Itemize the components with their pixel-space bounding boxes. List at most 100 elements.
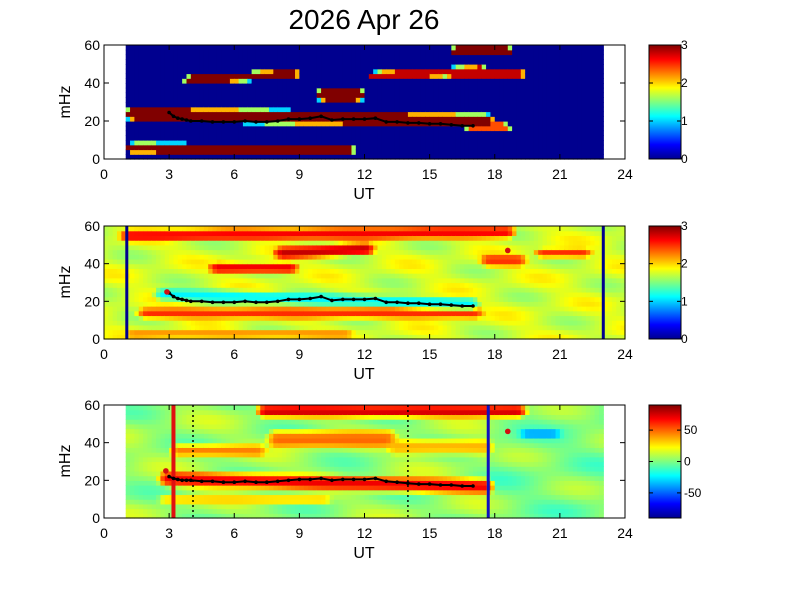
heatmap-cell: [581, 144, 587, 151]
heatmap-cell: [499, 87, 505, 94]
heatmap-cell: [420, 249, 426, 255]
heatmap-cell: [572, 83, 578, 89]
heatmap-cell: [403, 244, 409, 251]
heatmap-cell: [481, 296, 487, 302]
heatmap-cell: [503, 140, 509, 146]
heatmap-cell: [325, 329, 331, 335]
heatmap-cell: [321, 296, 327, 302]
heatmap-cell: [190, 320, 196, 326]
heatmap-cell: [186, 235, 192, 241]
heatmap-cell: [538, 135, 544, 141]
heatmap-cell: [486, 116, 492, 122]
heatmap-cell: [572, 45, 578, 51]
heatmap-cell: [325, 291, 331, 298]
heatmap-cell: [477, 301, 483, 307]
heatmap-cell: [156, 249, 162, 255]
heatmap-cell: [477, 121, 483, 127]
heatmap-cell: [242, 329, 248, 335]
heatmap-cell: [295, 282, 300, 288]
heatmap-cell: [177, 334, 183, 340]
heatmap-cell: [255, 282, 261, 288]
heatmap-cell: [420, 49, 426, 56]
heatmap-cell: [260, 291, 266, 298]
heatmap-cell: [108, 244, 114, 251]
heatmap-cell: [585, 121, 591, 127]
heatmap-cell: [177, 73, 183, 79]
heatmap-cell: [147, 121, 153, 127]
heatmap-cell: [512, 92, 518, 98]
heatmap-cell: [564, 121, 570, 127]
heatmap-cell: [438, 73, 444, 79]
heatmap-cell: [321, 301, 327, 307]
heatmap-cell: [403, 324, 409, 331]
heatmap-cell: [338, 149, 344, 155]
heatmap-cell: [225, 244, 231, 251]
heatmap-cell: [394, 263, 400, 269]
heatmap-cell: [251, 64, 257, 70]
heatmap-cell: [420, 78, 426, 84]
heatmap-cell: [104, 263, 109, 269]
heatmap-cell: [199, 240, 205, 246]
heatmap-cell: [433, 249, 439, 255]
heatmap-cell: [490, 273, 496, 279]
heatmap-cell: [347, 263, 353, 269]
heatmap-cell: [264, 102, 270, 108]
heatmap-cell: [134, 87, 140, 94]
heatmap-cell: [403, 273, 409, 279]
heatmap-cell: [156, 254, 162, 260]
heatmap-cell: [451, 97, 457, 103]
heatmap-cell: [316, 144, 322, 151]
heatmap-cell: [338, 268, 344, 274]
heatmap-cell: [451, 287, 457, 293]
heatmap-cell: [151, 301, 157, 307]
heatmap-cell: [173, 73, 179, 79]
heatmap-cell: [525, 130, 531, 136]
heatmap-cell: [321, 230, 327, 237]
heatmap-cell: [438, 135, 444, 141]
heatmap-cell: [203, 111, 209, 117]
heatmap-cell: [403, 116, 409, 122]
heatmap-cell: [446, 235, 452, 241]
heatmap-cell: [329, 64, 335, 70]
heatmap-cell: [221, 249, 227, 255]
heatmap-cell: [559, 64, 565, 70]
heatmap-cell: [121, 249, 127, 255]
heatmap-cell: [273, 273, 279, 279]
heatmap-cell: [347, 254, 353, 260]
heatmap-cell: [420, 334, 426, 340]
heatmap-cell: [338, 244, 344, 251]
heatmap-cell: [494, 301, 500, 307]
heatmap-cell: [138, 249, 144, 255]
heatmap-cell: [368, 78, 374, 84]
heatmap-cell: [486, 125, 492, 132]
heatmap-cell: [169, 45, 175, 51]
heatmap-cell: [360, 334, 366, 340]
heatmap-cell: [212, 144, 218, 151]
heatmap-cell: [451, 258, 457, 265]
heatmap-cell: [255, 54, 261, 60]
heatmap-cell: [195, 230, 201, 237]
heatmap-cell: [182, 320, 188, 326]
heatmap-cell: [446, 102, 452, 108]
heatmap-cell: [147, 149, 153, 155]
heatmap-cell: [312, 282, 318, 288]
heatmap-cell: [264, 149, 270, 155]
heatmap-cell: [529, 144, 535, 151]
heatmap-cell: [446, 87, 452, 94]
heatmap-cell: [229, 254, 235, 260]
heatmap-cell: [295, 310, 300, 317]
heatmap-cell: [364, 235, 370, 241]
heatmap-cell: [264, 92, 270, 98]
heatmap-cell: [355, 87, 361, 94]
heatmap-cell: [468, 230, 474, 237]
heatmap-cell: [468, 320, 474, 326]
heatmap-cell: [312, 102, 318, 108]
heatmap-cell: [164, 258, 170, 265]
heatmap-cell: [416, 291, 422, 298]
heatmap-cell: [329, 235, 335, 241]
heatmap-cell: [425, 49, 431, 56]
heatmap-cell: [468, 324, 474, 331]
heatmap-cell: [494, 329, 500, 335]
panel-1-colorbar: [648, 44, 682, 160]
heatmap-cell: [542, 54, 548, 60]
